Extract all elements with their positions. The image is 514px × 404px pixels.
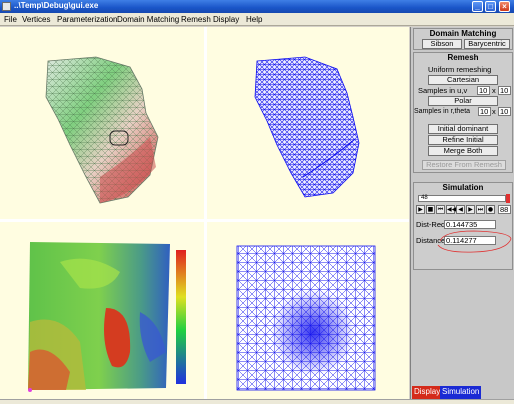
menu-help[interactable]: Help [246,15,263,24]
slider-handle[interactable] [506,194,510,203]
minimize-button[interactable]: _ [472,1,483,12]
samples-rtheta-label: Samples in r,theta [414,108,471,115]
tab-display[interactable]: Display [412,386,443,399]
record-icon[interactable]: ● [486,205,495,214]
control-panel: Domain Matching Sibson Barycentric Remes… [410,27,514,402]
domain-matching-section: Domain Matching Sibson Barycentric [413,28,513,50]
rewind-icon[interactable]: ◀◀ [446,205,457,214]
barycentric-button[interactable]: Barycentric [464,39,510,49]
play-icon[interactable]: ▶ [416,205,425,214]
samples-theta-input[interactable]: 10 [498,107,511,116]
menu-domain-matching[interactable]: Domain Matching [117,15,180,24]
distance-field[interactable]: 0.114277 [444,236,496,245]
remesh-title: Remesh [447,53,479,62]
remesh-section: Remesh Uniform remeshing Cartesian Sampl… [413,52,513,173]
menu-parameterization[interactable]: Parameterization [57,15,118,24]
samples-uv-times: x [492,86,496,95]
uniform-remeshing-label: Uniform remeshing [428,65,492,74]
simulation-title: Simulation [442,183,484,192]
tab-simulation[interactable]: Simulation [440,386,482,399]
samples-rtheta-times: x [492,107,496,116]
step-back-icon[interactable]: ◀ [456,205,465,214]
initial-dominant-button[interactable]: Initial dominant [428,124,498,134]
domain-matching-title: Domain Matching [429,29,497,38]
blue-mesh-canvas [254,56,360,198]
restore-from-remesh-button[interactable]: Restore From Remesh [422,160,506,170]
viewport-flat-mesh[interactable] [207,222,409,399]
viewport-heatmap[interactable] [0,222,204,399]
dist-red-label: Dist-Red [416,220,446,229]
annotation-circle [437,230,512,253]
simulation-section: Simulation 48 ▶ ■ ⏮ ◀◀ ◀ ▶ ⏭ ● 88 Dist-R… [413,182,513,270]
viewport-blue-mesh[interactable] [207,27,409,219]
frame-input[interactable]: 88 [498,205,511,214]
first-frame-icon[interactable]: ⏮ [436,205,445,214]
samples-uv-label: Samples in u,v [418,86,468,95]
menu-display[interactable]: Display [213,15,240,24]
sibson-button[interactable]: Sibson [422,39,462,49]
menu-vertices[interactable]: Vertices [22,15,51,24]
step-forward-icon[interactable]: ▶ [466,205,475,214]
viewport-separator-horizontal [0,219,409,222]
selection-marker [109,130,129,146]
viewport-colored-mesh[interactable] [0,27,204,219]
title-bar: ..\Temp\Debug\gui.exe _ □ × [0,0,514,13]
flat-mesh-canvas [236,245,376,391]
slider-value: 48 [421,195,428,201]
cartesian-button[interactable]: Cartesian [428,75,498,85]
dist-red-field[interactable]: 0.144735 [444,220,496,229]
close-button[interactable]: × [499,1,510,12]
samples-u-input[interactable]: 10 [477,86,490,95]
window-title: ..\Temp\Debug\gui.exe [14,1,99,10]
colored-mesh-canvas [45,56,159,204]
color-scale-bar [176,250,186,384]
simulation-slider[interactable]: 48 [418,195,506,202]
distance-label: Distance [416,236,446,245]
refine-initial-button[interactable]: Refine Initial [428,135,498,145]
menu-bar: File Vertices Parameterization Domain Ma… [0,13,514,26]
samples-v-input[interactable]: 10 [498,86,511,95]
last-frame-icon[interactable]: ⏭ [476,205,485,214]
samples-r-input[interactable]: 10 [478,107,491,116]
heatmap-canvas [28,242,186,392]
maximize-button[interactable]: □ [485,1,496,12]
menu-remesh[interactable]: Remesh [181,15,211,24]
app-icon [2,2,11,11]
stop-icon[interactable]: ■ [426,205,435,214]
polar-button[interactable]: Polar [428,96,498,106]
viewport-separator-vertical [204,27,207,399]
menu-file[interactable]: File [4,15,17,24]
status-bar [0,399,514,404]
merge-both-button[interactable]: Merge Both [428,146,498,156]
